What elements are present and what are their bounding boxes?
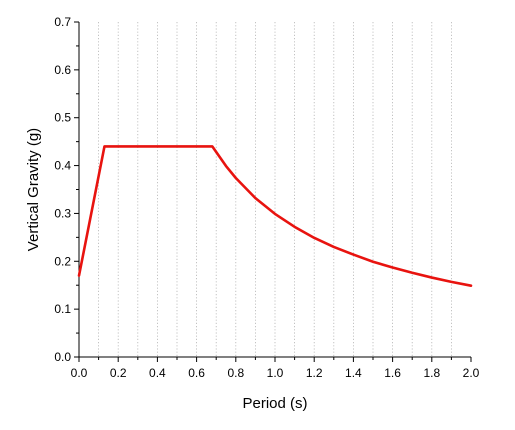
vertical-gridlines <box>98 22 452 357</box>
y-tick-label: 0.6 <box>54 63 71 77</box>
x-tick-label: 1.8 <box>423 366 440 380</box>
x-tick-label: 2.0 <box>463 366 480 380</box>
x-tick-label: 1.4 <box>345 366 362 380</box>
y-tick-label: 0.4 <box>54 159 71 173</box>
y-tick-label: 0.1 <box>54 302 71 316</box>
x-tick-label: 0.8 <box>227 366 244 380</box>
x-tick-label: 0.2 <box>110 366 127 380</box>
x-tick-labels: 0.0 0.2 0.4 0.6 0.8 1.0 1.2 1.4 1.6 1.8 2.0 <box>71 366 480 380</box>
y-tick-label: 0.3 <box>54 206 71 220</box>
y-tick-label: 0.0 <box>54 350 71 364</box>
x-tick-label: 1.2 <box>306 366 323 380</box>
y-axis-title: Vertical Gravity (g) <box>25 128 42 251</box>
series <box>77 145 473 287</box>
y-tick-label: 0.7 <box>54 15 71 29</box>
y-tick-label: 0.2 <box>54 254 71 268</box>
x-tick-label: 0.4 <box>149 366 166 380</box>
spectrum-series-line <box>77 145 473 287</box>
x-tick-label: 0.0 <box>71 366 88 380</box>
x-tick-label: 1.6 <box>384 366 401 380</box>
x-axis-title: Period (s) <box>242 395 307 412</box>
x-tick-label: 0.6 <box>188 366 205 380</box>
x-tick-label: 1.0 <box>267 366 284 380</box>
y-tick-labels: 0.0 0.1 0.2 0.3 0.4 0.5 0.6 0.7 <box>54 15 71 364</box>
tick-marks <box>74 21 472 362</box>
y-tick-label: 0.5 <box>54 111 71 125</box>
